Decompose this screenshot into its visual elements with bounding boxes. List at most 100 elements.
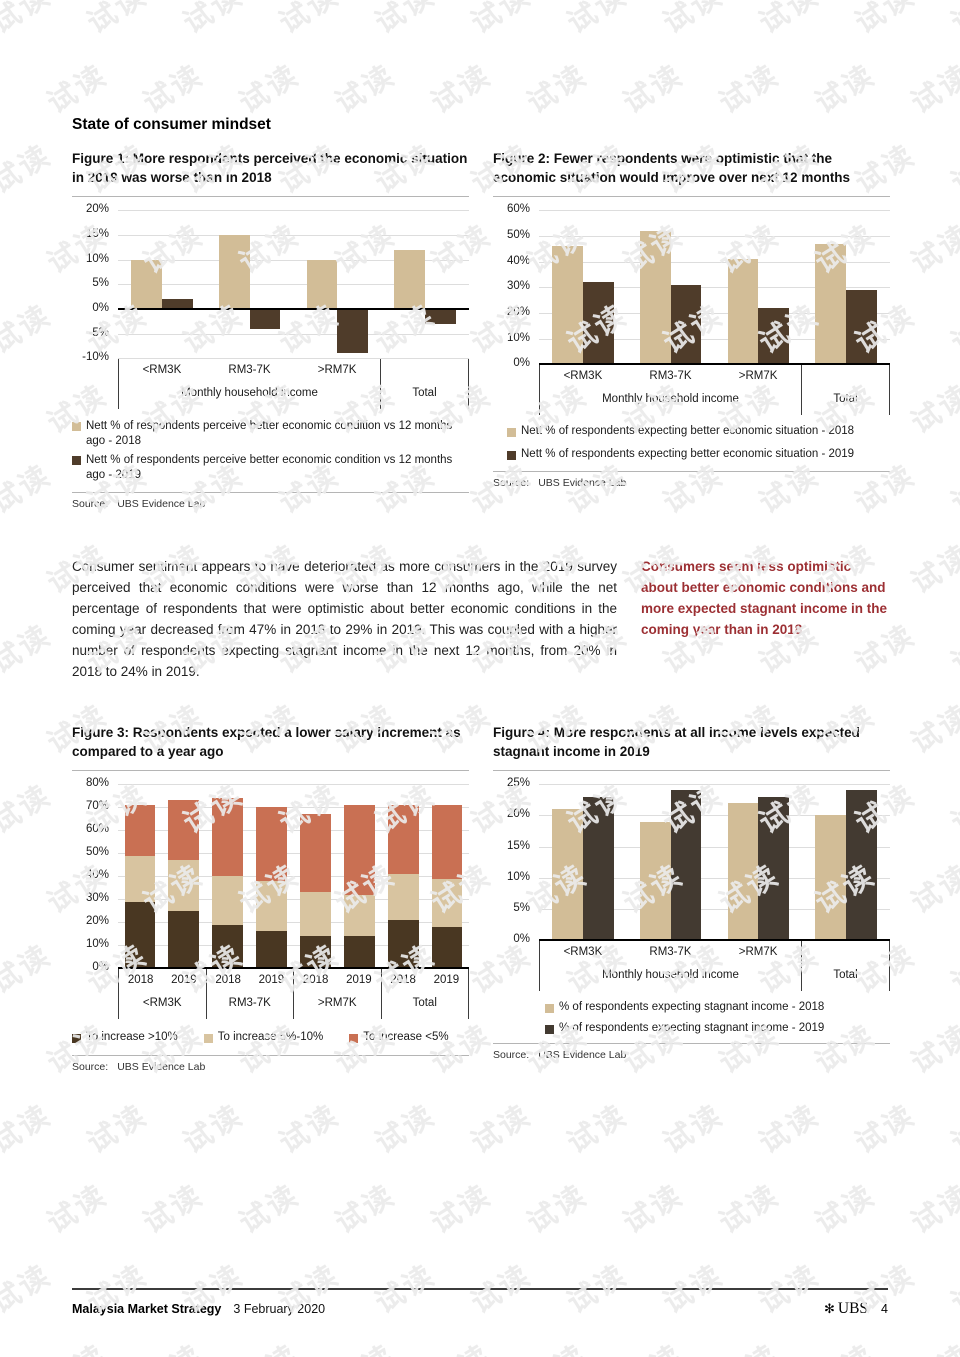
x-category-label: 2019 [346, 974, 372, 987]
gridline [118, 922, 469, 924]
bar-segment [343, 804, 375, 895]
y-tick-label: 0% [513, 933, 530, 946]
y-tick-label: 0% [92, 301, 109, 314]
legend-label: Nett % of respondents expecting better e… [521, 448, 855, 461]
bar [758, 796, 790, 941]
bar-segment [300, 936, 331, 969]
legend-item: To increase >10% [72, 1031, 178, 1044]
x-category-labels [802, 370, 889, 385]
source-name: UBS Evidence Lab [117, 498, 206, 510]
watermark-text: 试读 [809, 1179, 882, 1241]
gridline [118, 899, 469, 901]
bar-segment [124, 901, 156, 969]
gridline [118, 358, 469, 360]
watermark-text: 试读 [849, 1099, 922, 1161]
y-tick-label: 10% [506, 331, 530, 344]
watermark-text: 试读 [230, 1332, 307, 1357]
bar [670, 790, 702, 941]
figure-1-title: Figure 1: More respondents perceived the… [72, 151, 468, 185]
gridline [118, 853, 469, 855]
legend-item: % of respondents expecting stagnant inco… [545, 1022, 890, 1035]
divider [72, 770, 469, 772]
watermark-text: 试读 [905, 59, 960, 121]
chart-area: 0% 5% 10% 15% 20% 25% <RM3K RM3-7K >RM7K Monthly … [493, 777, 890, 992]
bar-segment [431, 926, 463, 969]
bar-segment [256, 807, 287, 881]
source-name: UBS Evidence Lab [538, 1049, 627, 1062]
x-axis-band: 2018 2019 <RM3K 2018 2019 RM3-7K 2018 2019 >RM7K… [118, 968, 469, 1020]
y-tick-label: 70% [85, 800, 109, 813]
figures-row-2: Figure 3: Respondents expected a lower s… [72, 724, 890, 1074]
bar [846, 790, 877, 941]
y-tick-label: 10% [85, 938, 109, 951]
bar-segment [431, 804, 463, 879]
zero-axis-line [118, 307, 469, 310]
bar-segment [212, 876, 244, 925]
y-tick-label: 40% [506, 254, 530, 267]
zero-axis-line [118, 967, 469, 970]
legend-swatch [203, 1034, 213, 1044]
y-tick-label: -5% [88, 326, 109, 339]
bar [306, 259, 338, 309]
gridline [539, 784, 890, 786]
watermark-text: 试读 [945, 459, 960, 521]
watermark-text: 试读 [81, 1099, 154, 1161]
y-tick-label: 30% [506, 280, 530, 293]
watermark-text: 试读 [369, 1099, 442, 1161]
bar-segment [343, 894, 375, 937]
bar [249, 308, 281, 329]
ubs-wordmark: UBS [837, 1300, 869, 1317]
bar-segment [168, 910, 200, 969]
x-axis-section: Total [801, 364, 889, 416]
y-tick-label: 30% [85, 892, 109, 905]
text-row: Consumer sentiment appears to have deter… [72, 556, 888, 682]
x-category-label: <RM3K [563, 946, 603, 959]
x-category-label: RM3-7K [649, 946, 692, 959]
legend-label: % of respondents expecting stagnant inco… [559, 1001, 825, 1014]
x-category-labels: 2018 2019 [207, 974, 294, 989]
x-axis-section: 2018 2019 Total [380, 968, 469, 1020]
y-axis: 0% 10% 20% 30% 40% 50% 60% [493, 203, 539, 369]
bar [218, 234, 250, 309]
watermark-text: 试读 [713, 1179, 786, 1241]
legend-swatch [507, 451, 516, 461]
source-name: UBS Evidence Lab [117, 1061, 206, 1074]
watermark-text: 试读 [753, 1099, 826, 1161]
bar [161, 299, 193, 309]
plot-area [118, 784, 469, 970]
legend-swatch [349, 1034, 359, 1044]
legend-item: Nett % of respondents perceive better ec… [72, 453, 469, 483]
legend-swatch [545, 1004, 554, 1014]
watermark-text: 试读 [945, 619, 960, 681]
watermark-text: 试读 [0, 139, 58, 201]
watermark-text: 试读 [329, 1179, 402, 1241]
watermark-text: 试读 [0, 1259, 58, 1321]
figure-2-legend: Nett % of respondents expecting better e… [493, 425, 890, 461]
bar [639, 821, 671, 941]
bar [582, 796, 614, 941]
x-axis-section: <RM3K RM3-7K >RM7K Monthly household income [118, 358, 380, 410]
gridline [118, 259, 469, 261]
figure-3-chart: 0% 10% 20% 30% 40% 50% 60% 70% 80% 2018 2019 <RM3K 2… [72, 777, 469, 1020]
watermark-text: 试读 [0, 0, 58, 41]
x-axis-title: Total [833, 393, 858, 406]
plot-area [539, 210, 890, 366]
chart-area: 0% 10% 20% 30% 40% 50% 60% <RM3K RM3-7K >RM7K Mont… [493, 203, 890, 416]
side-note: Consumers seem less optimistic about bet… [641, 559, 888, 637]
x-axis-section: 2018 2019 <RM3K [118, 968, 206, 1020]
watermark-text: 试读 [134, 1332, 211, 1357]
bar-segment [343, 936, 375, 969]
watermark-text: 试读 [518, 1332, 595, 1357]
legend-item: % of respondents expecting stagnant inco… [545, 1001, 890, 1014]
source-name: UBS Evidence Lab [538, 477, 627, 490]
divider [493, 196, 890, 198]
legend-label: To increase <5% [363, 1031, 449, 1044]
bar [552, 246, 583, 365]
y-tick-label: 5% [513, 902, 530, 915]
gridline [539, 235, 890, 237]
gridline [118, 807, 469, 809]
x-axis-title: Total [833, 969, 858, 982]
gridline [539, 287, 890, 289]
y-tick-label: 20% [85, 203, 109, 216]
gridline [539, 815, 890, 817]
